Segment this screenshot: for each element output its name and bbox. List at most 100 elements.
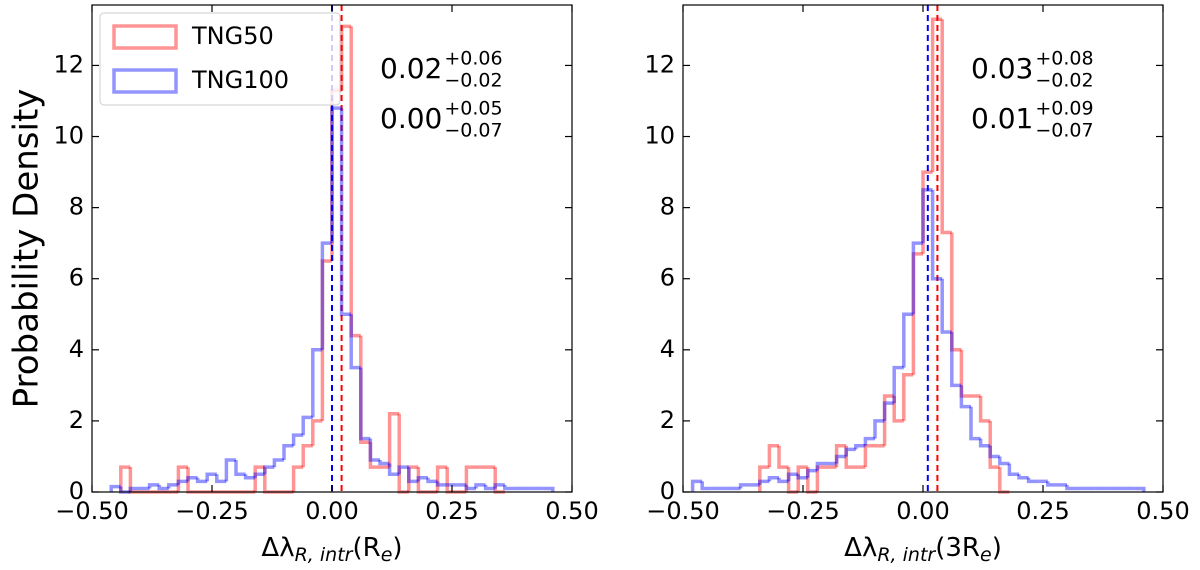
histogram-step xyxy=(882,394,895,446)
histogram-step xyxy=(940,278,952,334)
histogram-step xyxy=(834,454,847,464)
histogram-step xyxy=(969,406,981,441)
y-tick-label: 2 xyxy=(69,406,84,434)
histogram-step xyxy=(950,332,962,388)
histogram-step xyxy=(311,348,323,418)
x-axis-label-part: Δλ xyxy=(844,533,877,563)
x-axis-label: ΔλR, intr(3Re) xyxy=(844,533,1002,566)
y-tick-label: 12 xyxy=(53,50,84,78)
histogram-step xyxy=(959,385,971,409)
histogram-step xyxy=(796,474,808,480)
annotation-lower: −0.07 xyxy=(444,120,502,142)
x-axis-label-part: (R xyxy=(352,533,380,563)
y-tick-label: 0 xyxy=(660,477,675,505)
histogram-step xyxy=(700,481,712,491)
histogram-step xyxy=(234,460,246,476)
histogram-step xyxy=(167,483,179,489)
legend-swatch xyxy=(112,68,178,94)
legend-label: TNG50 xyxy=(191,22,274,50)
histogram-step xyxy=(243,474,256,480)
histogram-step xyxy=(777,445,789,469)
histogram-step xyxy=(1046,481,1058,487)
annotation-upper: +0.05 xyxy=(444,98,502,120)
histogram-step xyxy=(253,465,265,492)
histogram-step xyxy=(397,465,409,475)
x-tick-label: 0.00 xyxy=(305,497,358,525)
histogram-step xyxy=(368,438,380,462)
histogram-step xyxy=(311,419,323,446)
histogram-step xyxy=(176,479,188,485)
x-axis-label-part: Δλ xyxy=(261,533,294,563)
histogram-step xyxy=(407,467,419,484)
x-axis-label-sub: R, intr xyxy=(295,544,354,566)
histogram-step xyxy=(349,314,361,370)
histogram-step xyxy=(911,252,923,375)
histogram-step xyxy=(844,447,856,457)
histogram-step xyxy=(416,476,428,482)
histogram-step xyxy=(387,412,400,468)
histogram-step xyxy=(320,259,332,421)
annotation-lower: −0.07 xyxy=(1035,120,1093,142)
histogram-step xyxy=(902,372,914,421)
legend-box xyxy=(99,12,341,106)
histogram-step xyxy=(263,465,275,475)
histogram-step xyxy=(272,458,284,468)
histogram-step xyxy=(128,486,140,492)
annotation-upper: +0.09 xyxy=(1035,98,1093,120)
histogram-step xyxy=(767,476,779,482)
histogram-step xyxy=(988,420,1000,469)
x-tick-label: −0.25 xyxy=(766,497,840,525)
histogram-step xyxy=(815,461,827,471)
histogram-step xyxy=(291,433,304,446)
histogram-step xyxy=(930,189,943,281)
histogram-step xyxy=(988,445,1000,459)
x-tick-label: −0.25 xyxy=(175,497,249,525)
y-tick-label: 0 xyxy=(69,477,84,505)
histogram-step xyxy=(205,472,217,482)
histogram-step xyxy=(940,19,952,235)
y-tick-label: 6 xyxy=(660,264,675,292)
annotation-lower: −0.02 xyxy=(1035,70,1093,92)
histogram-step xyxy=(806,468,818,478)
histogram-step xyxy=(215,474,227,484)
histogram-step xyxy=(291,465,304,492)
annotation-lower: −0.02 xyxy=(444,70,502,92)
x-tick-label: 0.00 xyxy=(896,497,949,525)
x-tick-label: 0.25 xyxy=(1016,497,1069,525)
histogram-step xyxy=(157,484,169,491)
histogram-step xyxy=(1007,463,1019,476)
y-tick-label: 12 xyxy=(644,50,675,78)
x-tick-label: 0.50 xyxy=(545,497,598,525)
histogram-step xyxy=(426,477,438,484)
histogram-step xyxy=(474,483,486,489)
histogram-step xyxy=(387,463,400,476)
histogram-step xyxy=(902,312,914,368)
x-axis-label-part: (3R xyxy=(935,533,980,563)
y-tick-label: 8 xyxy=(69,193,84,221)
y-axis-label: Probability Density xyxy=(7,89,47,409)
histogram-step xyxy=(147,483,160,489)
histogram-step xyxy=(195,477,208,484)
histogram-step xyxy=(339,108,352,317)
histogram-step xyxy=(1065,484,1077,491)
histogram-step xyxy=(253,472,265,478)
y-tick-label: 4 xyxy=(69,335,84,363)
histogram-step xyxy=(777,477,789,484)
annotation-upper: +0.06 xyxy=(444,48,502,70)
histogram-step xyxy=(921,170,933,254)
histogram-step xyxy=(349,26,361,338)
histogram-step xyxy=(844,445,856,469)
histogram-step xyxy=(543,486,555,492)
annotation-value: 0.01 xyxy=(971,102,1033,135)
histogram-step xyxy=(978,396,991,423)
annotation-value: 0.03 xyxy=(971,52,1033,85)
histogram-step xyxy=(301,444,313,468)
histogram-step xyxy=(863,444,875,468)
histogram-step xyxy=(464,465,476,492)
x-tick-label: 0.50 xyxy=(1136,497,1189,525)
histogram-step xyxy=(815,465,827,492)
histogram-step xyxy=(378,460,390,466)
x-axis-label-sub: e xyxy=(381,544,393,566)
histogram-step xyxy=(407,465,419,492)
